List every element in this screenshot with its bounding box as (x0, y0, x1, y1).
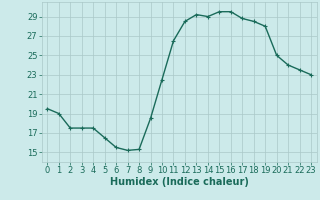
X-axis label: Humidex (Indice chaleur): Humidex (Indice chaleur) (110, 177, 249, 187)
